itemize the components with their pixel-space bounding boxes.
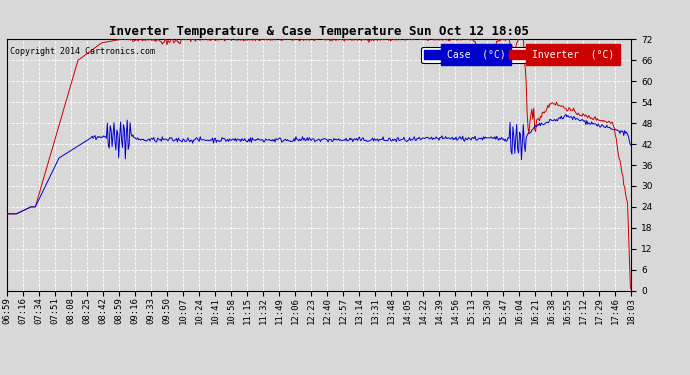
Text: Copyright 2014 Cartronics.com: Copyright 2014 Cartronics.com — [10, 47, 155, 56]
Title: Inverter Temperature & Case Temperature Sun Oct 12 18:05: Inverter Temperature & Case Temperature … — [109, 25, 529, 38]
Legend: Case  (°C), Inverter  (°C): Case (°C), Inverter (°C) — [421, 47, 617, 63]
